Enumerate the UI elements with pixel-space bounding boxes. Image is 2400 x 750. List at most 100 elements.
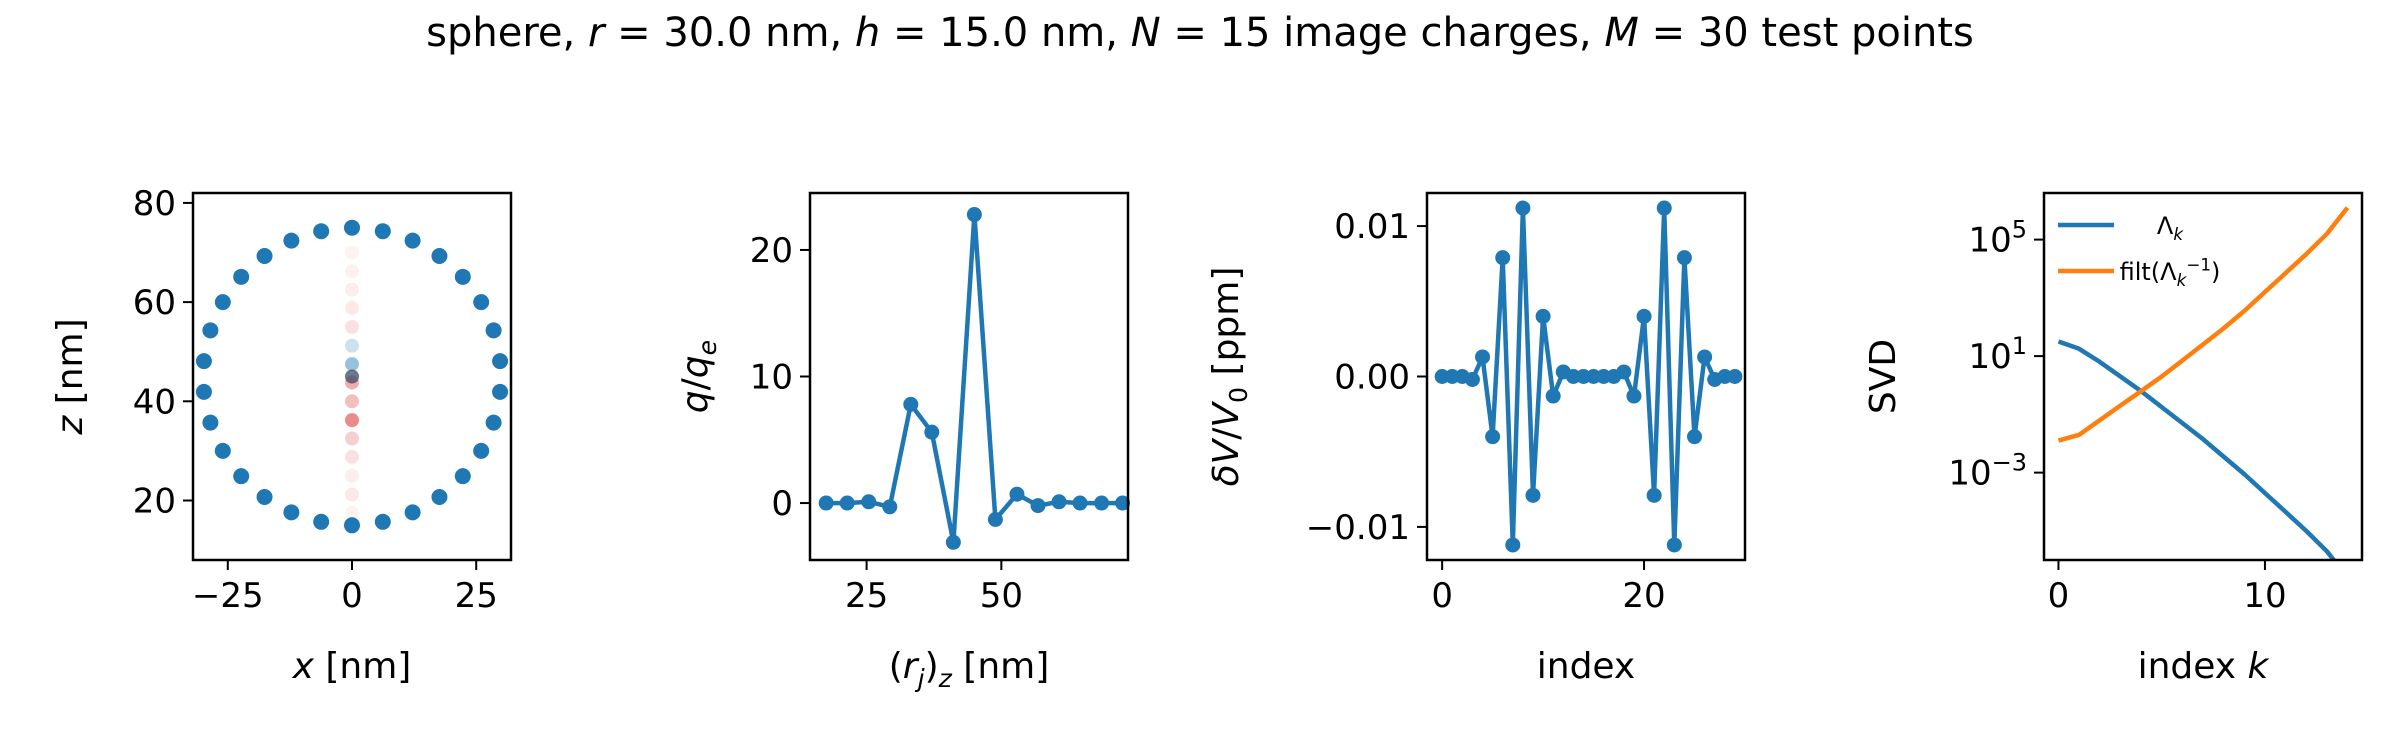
axes-frame xyxy=(2042,191,2364,562)
x-axis-label: index k xyxy=(2138,646,2271,687)
test-point xyxy=(256,489,273,506)
axis-label-part: e xyxy=(693,340,722,356)
test-point xyxy=(195,383,212,400)
test-point xyxy=(313,513,330,530)
svd-series-line xyxy=(2057,339,2337,560)
axis-label-part: [ppm] xyxy=(1206,267,1247,387)
axis-label-part: r xyxy=(903,646,920,687)
y-tick-label: 101 xyxy=(1968,332,2027,377)
axis-label-part: index xyxy=(1537,646,1636,687)
test-point xyxy=(344,219,360,236)
test-point xyxy=(492,353,509,370)
axis-label-part: ( xyxy=(889,646,903,687)
title-part: h xyxy=(854,10,881,56)
y-tick-label: 80 xyxy=(133,184,176,224)
residual-point xyxy=(1697,349,1713,365)
charge-point xyxy=(987,512,1003,528)
residual-point xyxy=(1535,308,1551,324)
axis-label-part: −1 xyxy=(2186,254,2211,274)
test-point xyxy=(374,513,391,530)
test-point xyxy=(485,322,502,339)
x-tick-label: 0 xyxy=(341,576,363,616)
residual-point xyxy=(1505,537,1521,553)
test-point xyxy=(404,504,421,521)
charge-point xyxy=(839,495,855,511)
x-tick-label: 0 xyxy=(2048,576,2070,616)
svd-series-line xyxy=(2057,206,2350,443)
test-point xyxy=(374,223,391,240)
title-part: r xyxy=(587,10,605,56)
charge-point xyxy=(1072,495,1088,511)
title-part: sphere, xyxy=(426,10,588,56)
y-axis-label: z [nm] xyxy=(50,318,91,435)
axis-label-part: V xyxy=(1206,401,1247,428)
axis-label-part: SVD xyxy=(1863,339,1904,414)
title-part: N xyxy=(1130,10,1161,56)
tick-exponent: 1 xyxy=(2012,332,2027,360)
residual-point xyxy=(1525,487,1541,503)
residual-point xyxy=(1626,388,1642,404)
axis-label-part: Λ xyxy=(2157,212,2174,240)
image-charge-point xyxy=(345,431,359,446)
axis-label-part: j xyxy=(915,664,925,693)
legend-label: filt(Λk−1) xyxy=(2120,254,2221,290)
tick-base: 10 xyxy=(1968,221,2011,261)
charge-point xyxy=(1051,494,1067,510)
charge-point xyxy=(861,494,877,510)
test-point xyxy=(404,232,421,249)
axis-label-part: [nm] xyxy=(314,646,411,687)
charge-line xyxy=(826,212,1123,545)
title-part: = 15 image charges, xyxy=(1160,10,1605,56)
test-point xyxy=(202,414,219,431)
axis-label-part: filt(Λ xyxy=(2120,258,2178,286)
axis-label-part: z xyxy=(50,415,91,436)
panel-svd: 0 10 10 −3 101 105 Λk filt(Λk−1) index k SVD xyxy=(1863,191,2364,687)
x-tick-label: 25 xyxy=(845,576,888,616)
test-point xyxy=(214,442,231,459)
image-charge-point xyxy=(345,338,359,353)
charge-point xyxy=(1009,486,1025,502)
title-part: = 30.0 nm, xyxy=(604,10,855,56)
test-point xyxy=(202,322,219,339)
y-tick-label: 20 xyxy=(750,231,793,271)
residual-point xyxy=(1545,388,1561,404)
x-axis-label: index xyxy=(1537,646,1636,687)
y-tick-label: 105 xyxy=(1968,216,2027,261)
y-tick-label: 0.00 xyxy=(1334,358,1410,398)
charge-point xyxy=(1094,495,1110,511)
charge-point xyxy=(1115,495,1131,511)
tick-exponent: 5 xyxy=(2012,216,2027,244)
y-axis-label: SVD xyxy=(1863,339,1904,414)
axis-label-part: V xyxy=(1206,437,1247,464)
charge-point xyxy=(818,495,834,511)
tick-base: 10 xyxy=(1968,337,2011,377)
test-point xyxy=(283,504,300,521)
y-tick-label: 0 xyxy=(771,484,793,524)
test-point xyxy=(313,223,330,240)
tick-exponent: −3 xyxy=(1992,449,2027,477)
test-point xyxy=(454,268,471,285)
axis-label-part: k xyxy=(2248,646,2271,687)
image-charge-point xyxy=(345,369,359,384)
figure-title: sphere, r = 30.0 nm, h = 15.0 nm, N = 15… xyxy=(0,10,2400,56)
image-charge-point xyxy=(345,394,359,409)
test-point xyxy=(233,268,250,285)
axis-label-part: [nm] xyxy=(50,318,91,415)
test-point xyxy=(431,489,448,506)
residual-point xyxy=(1485,429,1501,445)
axis-label-part: k xyxy=(2173,224,2184,244)
axis-label-part: [nm] xyxy=(952,646,1049,687)
axis-label-part: 0 xyxy=(1224,387,1253,403)
axis-label-part: / xyxy=(1206,427,1247,440)
x-tick-label: −25 xyxy=(192,576,264,616)
test-point xyxy=(256,247,273,264)
image-charge-point xyxy=(345,301,359,316)
x-tick-label: 0 xyxy=(1431,576,1453,616)
residual-point xyxy=(1666,537,1682,553)
axis-label-part: δ xyxy=(1206,464,1247,486)
title-part: M xyxy=(1604,10,1639,56)
image-charge-point xyxy=(345,282,359,297)
axis-label-part: / xyxy=(675,377,716,390)
